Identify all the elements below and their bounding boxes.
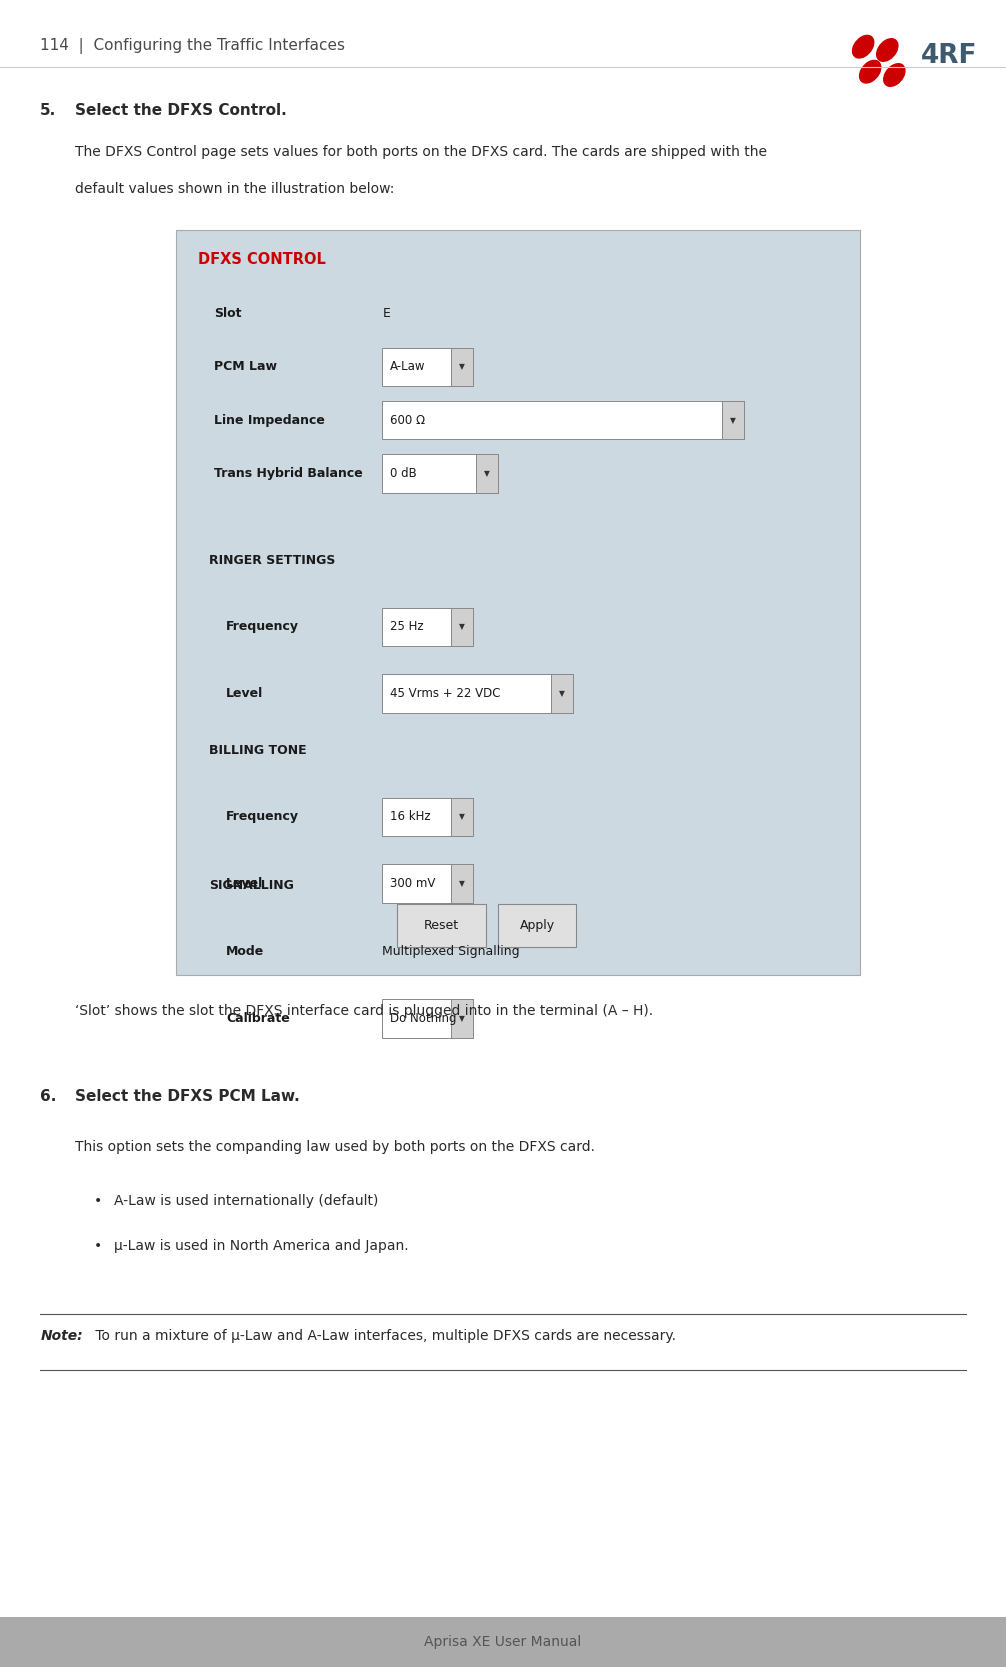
- Text: 45 Vrms + 22 VDC: 45 Vrms + 22 VDC: [390, 687, 501, 700]
- Ellipse shape: [883, 63, 905, 87]
- Text: Select the DFXS Control.: Select the DFXS Control.: [75, 103, 287, 118]
- FancyBboxPatch shape: [451, 608, 473, 647]
- FancyBboxPatch shape: [176, 230, 860, 975]
- Text: This option sets the companding law used by both ports on the DFXS card.: This option sets the companding law used…: [75, 1140, 596, 1154]
- FancyBboxPatch shape: [382, 455, 498, 493]
- Text: Note:: Note:: [40, 1329, 82, 1342]
- Text: ▼: ▼: [730, 415, 736, 425]
- Text: ▼: ▼: [459, 812, 465, 822]
- FancyBboxPatch shape: [722, 402, 744, 440]
- Text: μ-Law is used in North America and Japan.: μ-Law is used in North America and Japan…: [114, 1239, 408, 1252]
- Text: 25 Hz: 25 Hz: [390, 620, 424, 633]
- Text: SIGNALLING: SIGNALLING: [209, 879, 294, 892]
- Text: DFXS CONTROL: DFXS CONTROL: [198, 252, 326, 267]
- FancyBboxPatch shape: [498, 904, 576, 947]
- Text: Slot: Slot: [214, 307, 241, 320]
- Text: default values shown in the illustration below:: default values shown in the illustration…: [75, 182, 394, 195]
- Ellipse shape: [859, 60, 881, 83]
- Text: A-Law is used internationally (default): A-Law is used internationally (default): [114, 1194, 378, 1207]
- Text: Frequency: Frequency: [226, 810, 300, 823]
- Text: E: E: [382, 307, 390, 320]
- Text: ‘Slot’ shows the slot the DFXS interface card is plugged into in the terminal (A: ‘Slot’ shows the slot the DFXS interface…: [75, 1004, 654, 1017]
- FancyBboxPatch shape: [0, 1617, 1006, 1667]
- Ellipse shape: [852, 35, 874, 58]
- Text: 16 kHz: 16 kHz: [390, 810, 431, 823]
- Text: Multiplexed Signalling: Multiplexed Signalling: [382, 945, 520, 959]
- Text: •: •: [94, 1194, 102, 1207]
- FancyBboxPatch shape: [382, 402, 744, 440]
- Text: BILLING TONE: BILLING TONE: [209, 743, 307, 757]
- FancyBboxPatch shape: [382, 1000, 473, 1037]
- Text: A-Law: A-Law: [390, 360, 426, 373]
- FancyBboxPatch shape: [382, 675, 573, 713]
- Text: Do Nothing: Do Nothing: [390, 1012, 457, 1025]
- Text: 4RF: 4RF: [920, 43, 977, 70]
- Text: PCM Law: PCM Law: [214, 360, 278, 373]
- FancyBboxPatch shape: [551, 675, 573, 713]
- Text: •: •: [94, 1239, 102, 1252]
- Text: Reset: Reset: [425, 919, 459, 932]
- FancyBboxPatch shape: [382, 348, 473, 387]
- Text: ▼: ▼: [459, 1014, 465, 1024]
- Text: Aprisa XE User Manual: Aprisa XE User Manual: [425, 1635, 581, 1649]
- Text: 0 dB: 0 dB: [390, 467, 417, 480]
- FancyBboxPatch shape: [451, 348, 473, 387]
- Text: 600 Ω: 600 Ω: [390, 413, 426, 427]
- Text: 6.: 6.: [40, 1089, 56, 1104]
- FancyBboxPatch shape: [476, 455, 498, 493]
- Text: Calibrate: Calibrate: [226, 1012, 290, 1025]
- Text: ▼: ▼: [559, 688, 565, 698]
- Text: Apply: Apply: [520, 919, 554, 932]
- Text: 114  |  Configuring the Traffic Interfaces: 114 | Configuring the Traffic Interfaces: [40, 38, 345, 55]
- Text: Select the DFXS PCM Law.: Select the DFXS PCM Law.: [75, 1089, 300, 1104]
- FancyBboxPatch shape: [382, 864, 473, 904]
- Text: To run a mixture of μ-Law and A-Law interfaces, multiple DFXS cards are necessar: To run a mixture of μ-Law and A-Law inte…: [91, 1329, 676, 1342]
- Text: ▼: ▼: [459, 879, 465, 889]
- Text: 5.: 5.: [40, 103, 56, 118]
- FancyBboxPatch shape: [382, 798, 473, 837]
- Text: 300 mV: 300 mV: [390, 877, 436, 890]
- Text: Frequency: Frequency: [226, 620, 300, 633]
- Text: RINGER SETTINGS: RINGER SETTINGS: [209, 553, 336, 567]
- FancyBboxPatch shape: [382, 608, 473, 647]
- Text: ▼: ▼: [459, 362, 465, 372]
- Text: Trans Hybrid Balance: Trans Hybrid Balance: [214, 467, 363, 480]
- Ellipse shape: [876, 38, 898, 62]
- Text: Line Impedance: Line Impedance: [214, 413, 325, 427]
- Text: Mode: Mode: [226, 945, 265, 959]
- Text: ▼: ▼: [484, 468, 490, 478]
- Text: ▼: ▼: [459, 622, 465, 632]
- FancyBboxPatch shape: [451, 798, 473, 837]
- FancyBboxPatch shape: [397, 904, 486, 947]
- Text: The DFXS Control page sets values for both ports on the DFXS card. The cards are: The DFXS Control page sets values for bo…: [75, 145, 768, 158]
- Text: Level: Level: [226, 877, 264, 890]
- FancyBboxPatch shape: [451, 1000, 473, 1037]
- Text: Level: Level: [226, 687, 264, 700]
- FancyBboxPatch shape: [451, 864, 473, 904]
